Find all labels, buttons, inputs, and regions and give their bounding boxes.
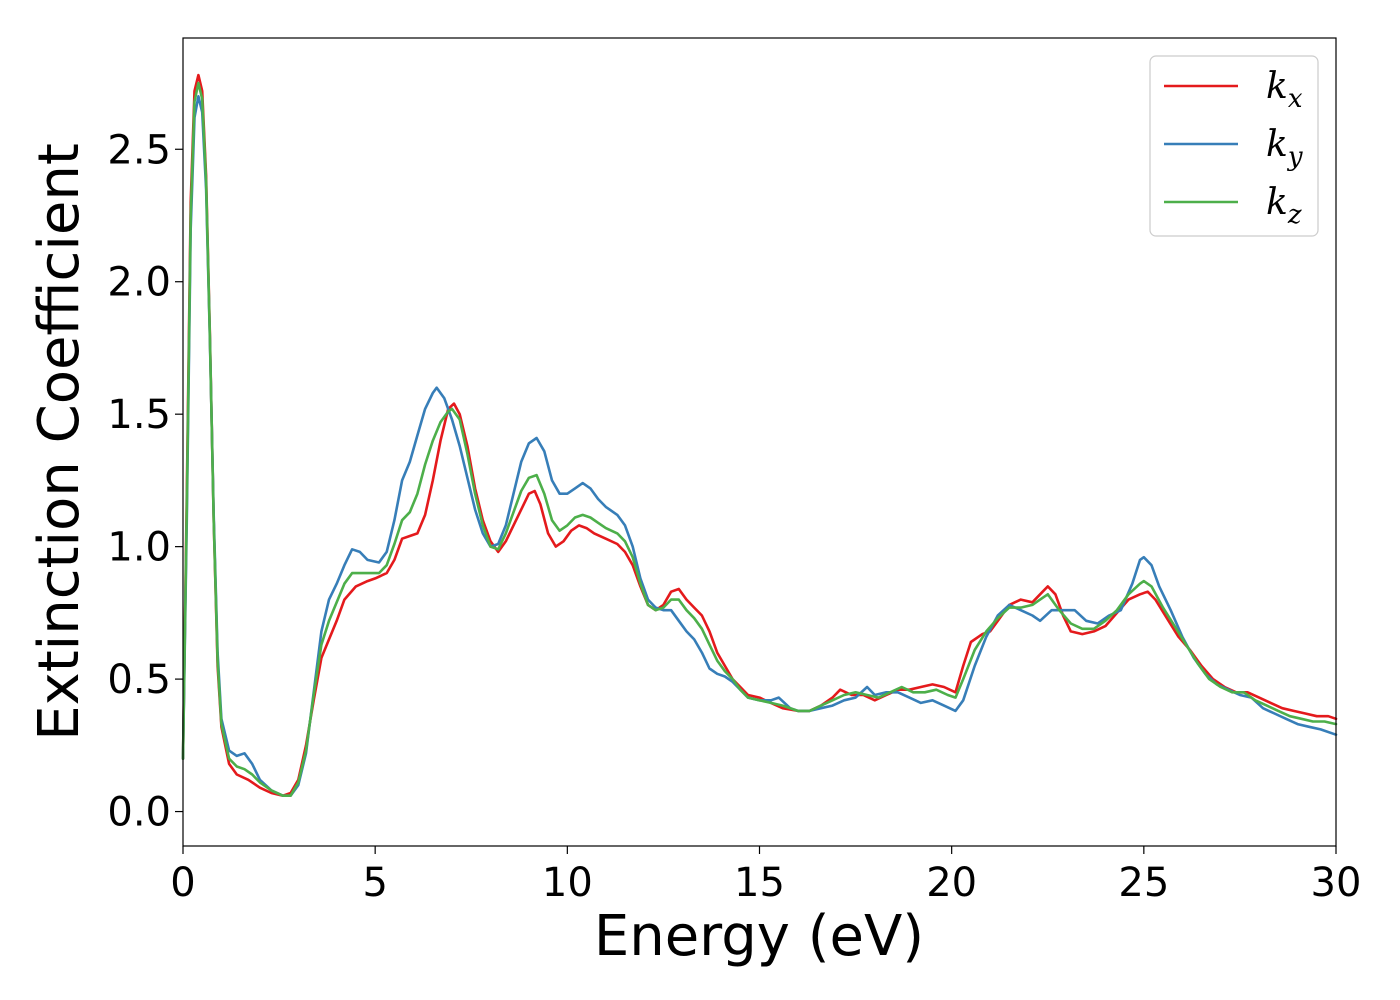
series-line-kz (181, 81, 1338, 797)
y-tick-label: 0.5 (107, 657, 171, 703)
x-tick-label: 15 (734, 860, 785, 906)
y-axis: 0.0 0.5 1.0 1.5 2.0 2.5 (107, 127, 183, 836)
x-tick-label: 10 (542, 860, 593, 906)
legend: kx ky kz (1149, 55, 1319, 237)
x-tick-label: 5 (362, 860, 387, 906)
x-axis: 0 5 10 15 20 25 30 (170, 846, 1361, 906)
legend-label-kx: kx (1266, 66, 1303, 114)
y-tick-label: 1.5 (107, 392, 171, 438)
y-tick-label: 0.0 (107, 790, 171, 836)
series-layer (181, 73, 1338, 797)
y-tick-label: 1.0 (107, 525, 171, 571)
series-line-kx (181, 73, 1338, 797)
legend-box (1149, 55, 1319, 237)
legend-label-ky: ky (1266, 124, 1303, 172)
x-tick-label: 0 (170, 860, 195, 906)
x-tick-label: 25 (1118, 860, 1169, 906)
y-tick-label: 2.0 (107, 260, 171, 306)
x-tick-label: 30 (1311, 860, 1362, 906)
y-tick-label: 2.5 (107, 127, 171, 173)
legend-label-kz: kz (1266, 182, 1302, 230)
y-axis-label: Extinction Coefficient (27, 143, 92, 741)
x-tick-label: 20 (926, 860, 977, 906)
x-axis-label: Energy (eV) (594, 904, 924, 969)
